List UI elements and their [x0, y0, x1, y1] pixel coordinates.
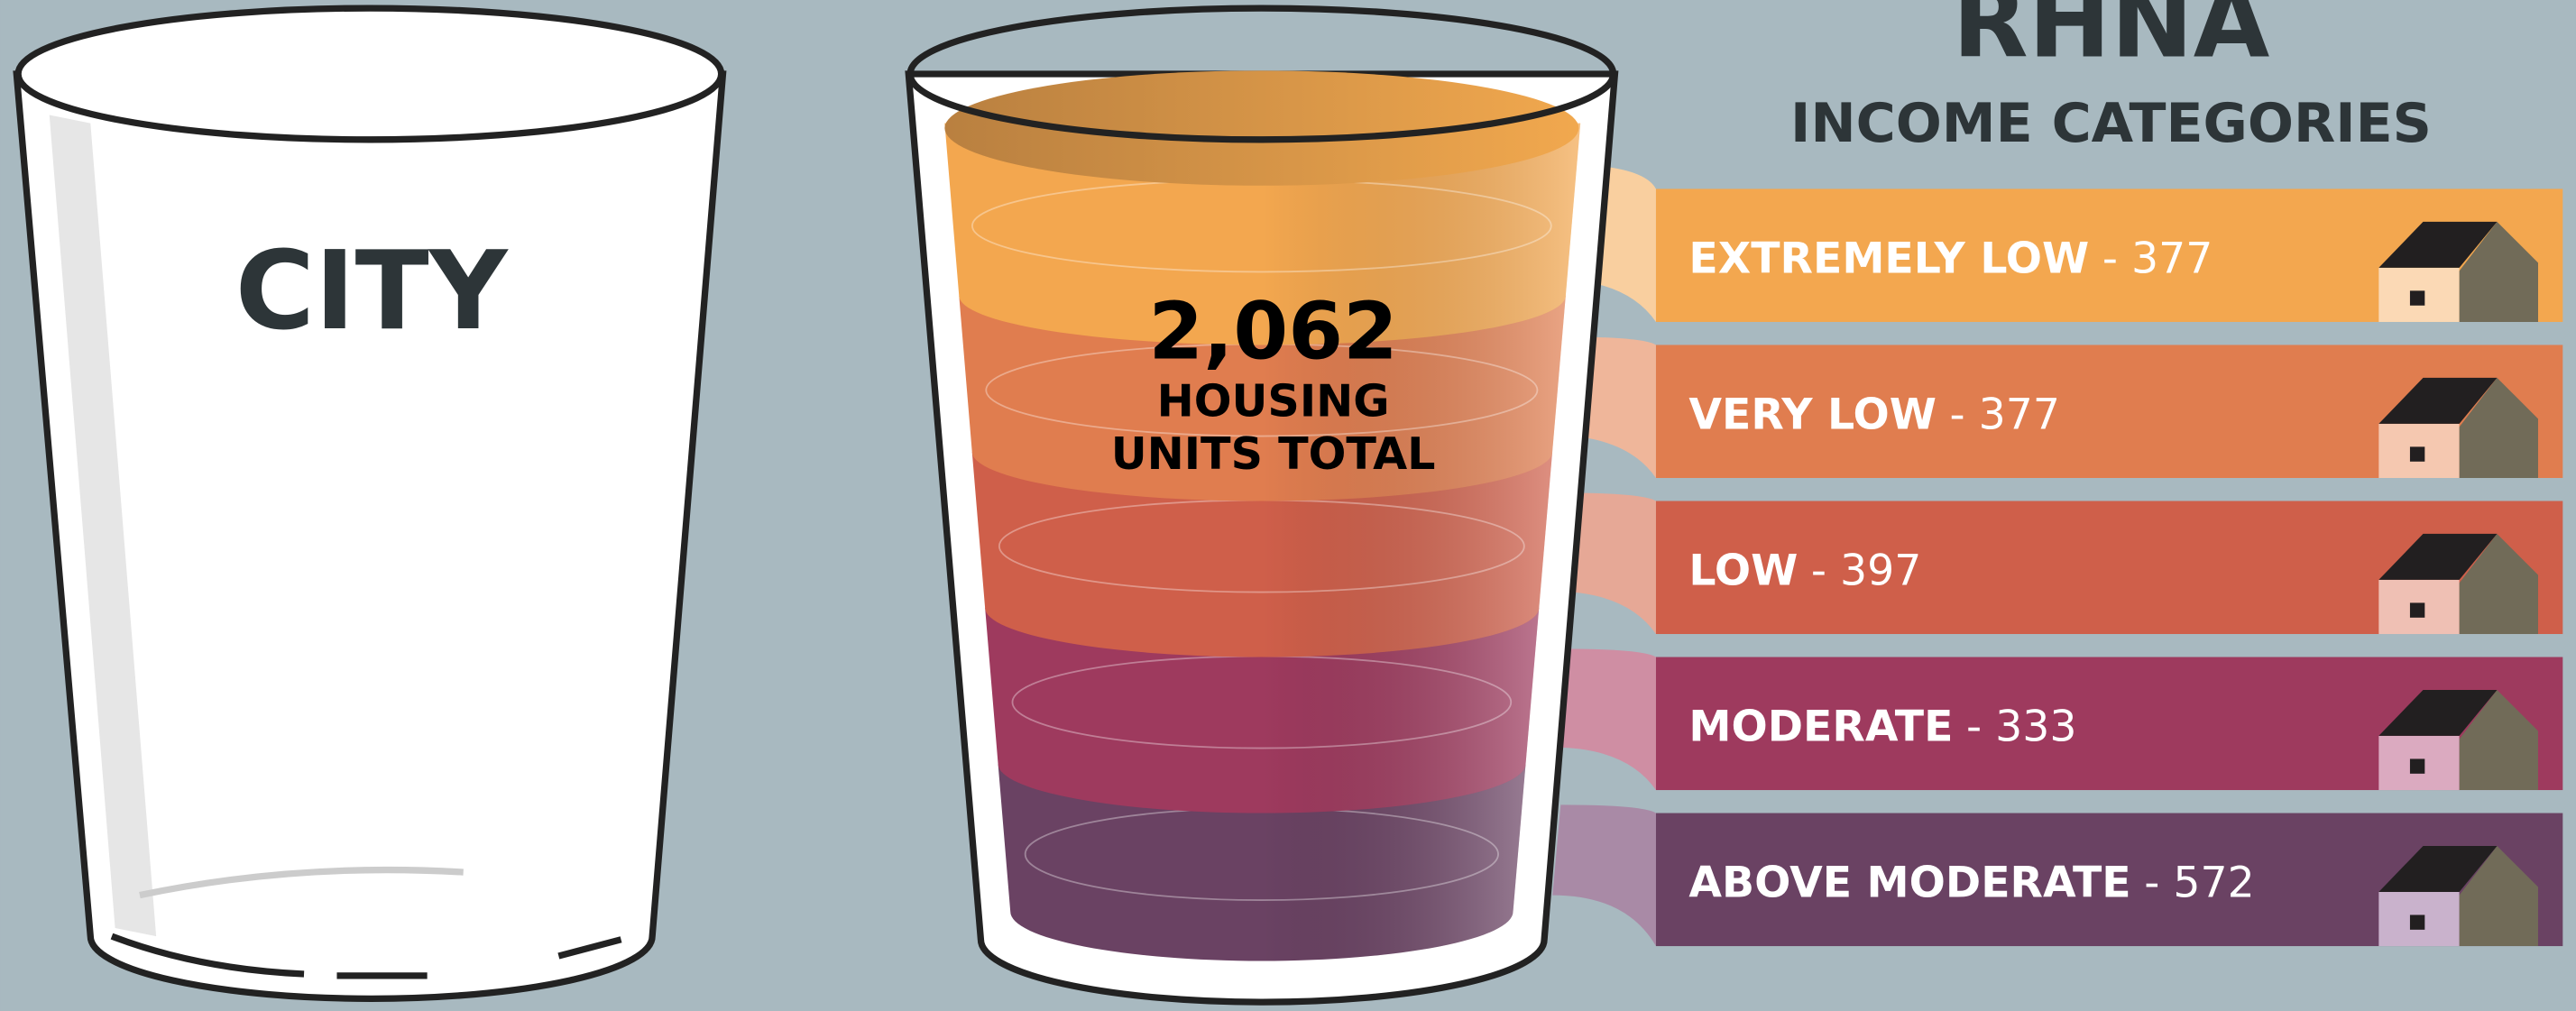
category-label: EXTREMELY LOW - 377: [1688, 234, 2213, 284]
title: RHNA: [1953, 0, 2270, 80]
house-window: [2410, 446, 2424, 461]
category-count: - 572: [2144, 859, 2255, 908]
category-list: EXTREMELY LOW - 377 VERY LOW - 377 LOW - 397 M…: [1656, 188, 2562, 946]
subtitle: INCOME CATEGORIES: [1790, 92, 2432, 155]
house-window: [2410, 758, 2424, 773]
category-row: MODERATE - 333: [1656, 657, 2562, 791]
page: CITY 2,062HOUSINGUNITS TOTAL RHNA INCOME…: [0, 0, 2576, 1011]
category-count: - 333: [1966, 703, 2077, 752]
caption: HOUSING: [1157, 375, 1390, 427]
category-row: EXTREMELY LOW - 377: [1656, 188, 2562, 322]
category-row: VERY LOW - 377: [1656, 345, 2562, 478]
left-glass: CITY: [16, 8, 722, 998]
category-name: ABOVE MODERATE: [1688, 859, 2130, 908]
category-name: MODERATE: [1688, 703, 1953, 752]
house-window: [2410, 914, 2424, 929]
category-row: LOW - 397: [1656, 501, 2562, 634]
house-window: [2410, 602, 2424, 617]
category-name: LOW: [1688, 547, 1798, 596]
caption: UNITS TOTAL: [1111, 427, 1436, 480]
category-label: MODERATE - 333: [1688, 703, 2076, 752]
category-label: VERY LOW - 377: [1688, 391, 2060, 440]
category-name: EXTREMELY LOW: [1688, 234, 2089, 284]
infographic: CITY 2,062HOUSINGUNITS TOTAL RHNA INCOME…: [0, 0, 2576, 1011]
category-count: - 377: [1950, 391, 2061, 440]
total: 2,062: [1148, 285, 1397, 377]
house-window: [2410, 290, 2424, 305]
category-label: ABOVE MODERATE - 572: [1688, 859, 2254, 908]
category-row: ABOVE MODERATE - 572: [1656, 813, 2562, 947]
glass-label: CITY: [235, 228, 510, 354]
category-name: VERY LOW: [1688, 391, 1937, 440]
category-count: - 377: [2102, 234, 2213, 284]
category-count: - 397: [1811, 547, 1922, 596]
